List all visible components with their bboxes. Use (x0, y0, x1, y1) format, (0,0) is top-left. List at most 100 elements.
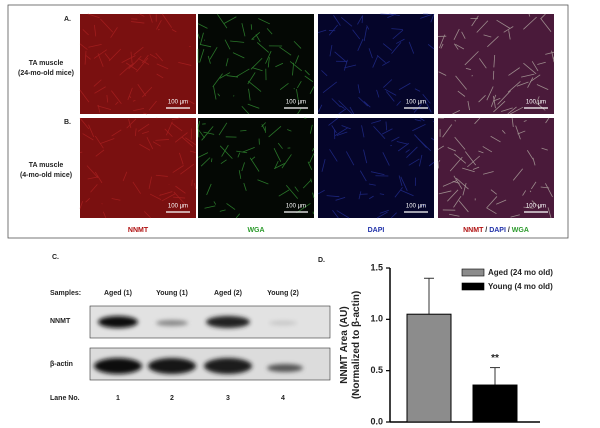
fiber-edge (363, 101, 371, 108)
fiber-edge (287, 129, 292, 132)
y-tick-label: 1.0 (370, 314, 383, 324)
fiber-edge (379, 209, 389, 214)
band (267, 364, 303, 372)
panel-ab-frame (7, 4, 569, 239)
samples-label: Samples: (50, 290, 81, 297)
fiber-edge (94, 135, 104, 149)
fiber-edge (471, 15, 479, 27)
fiber-edge (333, 15, 341, 26)
band (269, 321, 297, 325)
label-part: / (506, 227, 512, 234)
fiber-edge (251, 31, 261, 40)
fiber-edge (391, 42, 402, 54)
fiber-edge (173, 191, 186, 206)
fiber-edge (328, 117, 339, 126)
fiber-edge (129, 95, 132, 99)
fiber-edge (94, 86, 106, 94)
fiber-edge (331, 98, 341, 108)
fiber-edge (130, 55, 142, 68)
fiber-edge (232, 52, 245, 59)
fiber-edge (358, 96, 369, 107)
fiber-edge (453, 43, 459, 50)
fiber-edge (452, 109, 461, 115)
fiber-edge (454, 136, 466, 150)
fiber-edge (219, 72, 231, 79)
fiber-edge (454, 119, 456, 122)
fiber-edge (338, 108, 347, 115)
fiber-edge (507, 81, 521, 93)
fiber-edge (318, 104, 323, 113)
fiber-edge (175, 185, 186, 194)
fiber-edge (531, 181, 537, 190)
fiber-edge (191, 179, 193, 186)
fiber-edge (199, 32, 204, 46)
fiber-edge (141, 131, 149, 134)
fiber-edge (317, 29, 327, 34)
fiber-edge (359, 170, 367, 182)
fiber-edge (164, 128, 173, 137)
fiber-edge (225, 58, 229, 67)
fiber-edge (211, 158, 213, 163)
fiber-edge (187, 99, 195, 105)
fiber-edge (387, 13, 396, 19)
fiber-edge (382, 61, 390, 66)
fiber-edge (156, 63, 169, 70)
fiber-edge (256, 42, 270, 53)
fiber-edge (338, 100, 353, 115)
fiber-edge (414, 134, 427, 148)
label-part: / (483, 227, 489, 234)
fiber-edge (279, 82, 289, 91)
fiber-edge (511, 117, 514, 128)
fiber-edge (111, 129, 122, 137)
fiber-edge (400, 176, 408, 191)
lane-number: 4 (281, 395, 285, 402)
fiber-edge (273, 163, 285, 170)
fiber-edge (309, 153, 315, 164)
fiber-edge (179, 152, 184, 165)
fiber-edge (100, 18, 114, 33)
fiber-edge (173, 196, 186, 199)
fiber-edge (258, 18, 271, 25)
fiber-edge (420, 14, 432, 19)
fiber-edge (218, 122, 228, 136)
fiber-edge (357, 15, 364, 25)
fiber-edge (137, 123, 150, 132)
fiber-edge (536, 84, 549, 90)
fiber-edge (454, 153, 467, 164)
fiber-edge (93, 24, 97, 37)
fiber-edge (438, 160, 441, 162)
fiber-edge (321, 70, 328, 77)
fiber-edge (490, 189, 497, 195)
fiber-edge (381, 128, 393, 135)
fiber-edge (230, 40, 245, 43)
texture (79, 13, 195, 115)
fiber-edge (322, 81, 338, 94)
fiber-edge (493, 100, 506, 113)
fiber-edge (226, 203, 236, 210)
fiber-edge (152, 141, 161, 147)
fiber-edge (235, 68, 250, 78)
fiber-edge (207, 55, 211, 64)
fiber-edge (447, 147, 457, 152)
fiber-edge (414, 88, 421, 92)
scale-bar-label: 100 µm (286, 204, 306, 210)
fiber-edge (238, 170, 242, 179)
fiber-edge (131, 21, 145, 24)
fiber-edge (384, 88, 397, 96)
fiber-edge (110, 27, 118, 38)
fiber-edge (213, 86, 217, 100)
fiber-edge (172, 165, 184, 173)
fiber-edge (332, 210, 339, 219)
fiber-edge (206, 183, 212, 196)
fiber-edge (398, 82, 411, 91)
fiber-edge (317, 189, 325, 195)
fiber-edge (197, 120, 201, 130)
fiber-edge (422, 94, 431, 104)
fiber-edge (462, 183, 467, 196)
fiber-edge (462, 167, 475, 173)
fiber-edge (223, 16, 237, 24)
fiber-edge (200, 157, 211, 167)
fiber-edge (545, 51, 555, 55)
fiber-edge (349, 106, 355, 115)
fiber-edge (531, 61, 539, 72)
